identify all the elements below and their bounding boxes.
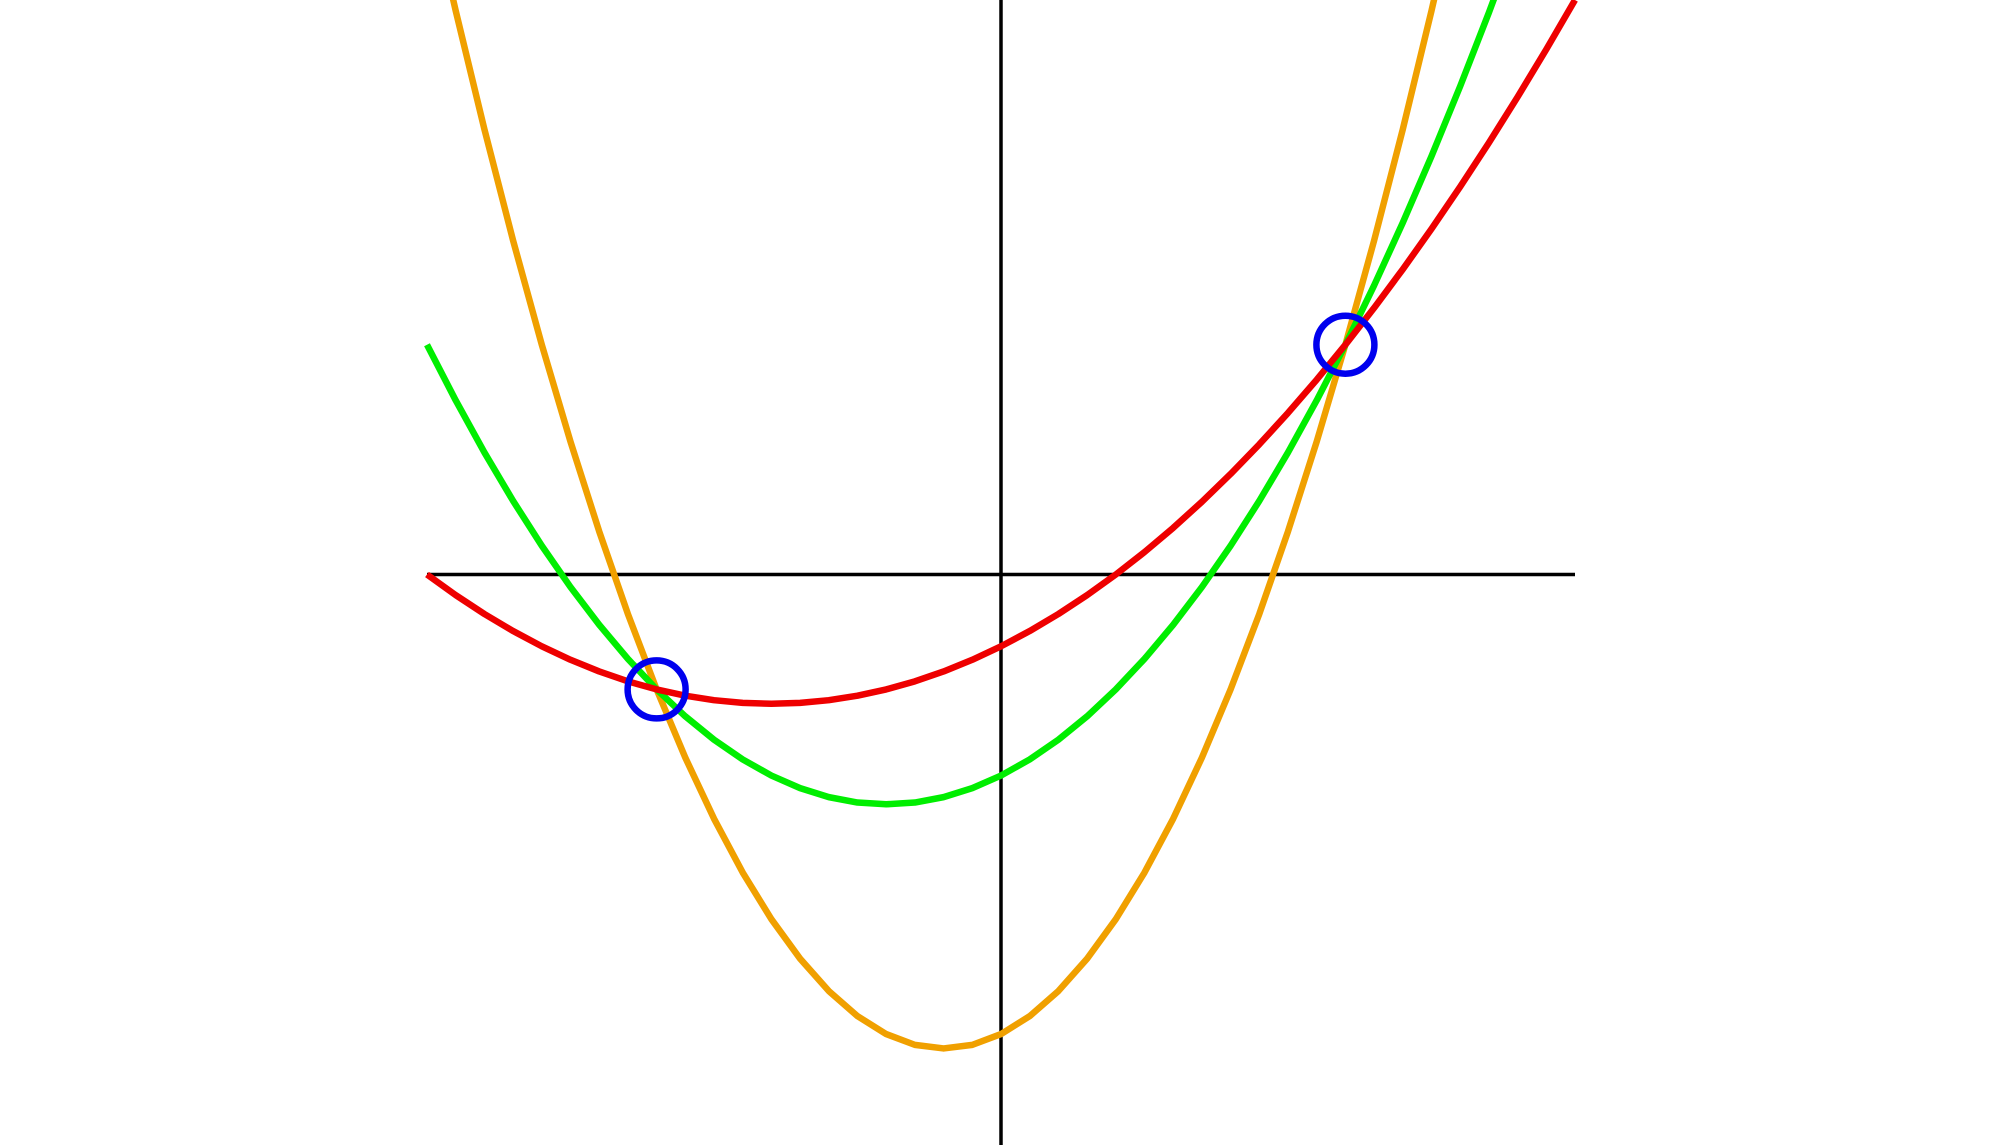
curve — [424, 0, 1498, 808]
intersection-point — [624, 657, 689, 722]
curve — [449, 0, 1438, 1052]
curve — [425, 0, 1578, 708]
curves — [424, 0, 1578, 1052]
intersection-point — [1313, 312, 1378, 377]
